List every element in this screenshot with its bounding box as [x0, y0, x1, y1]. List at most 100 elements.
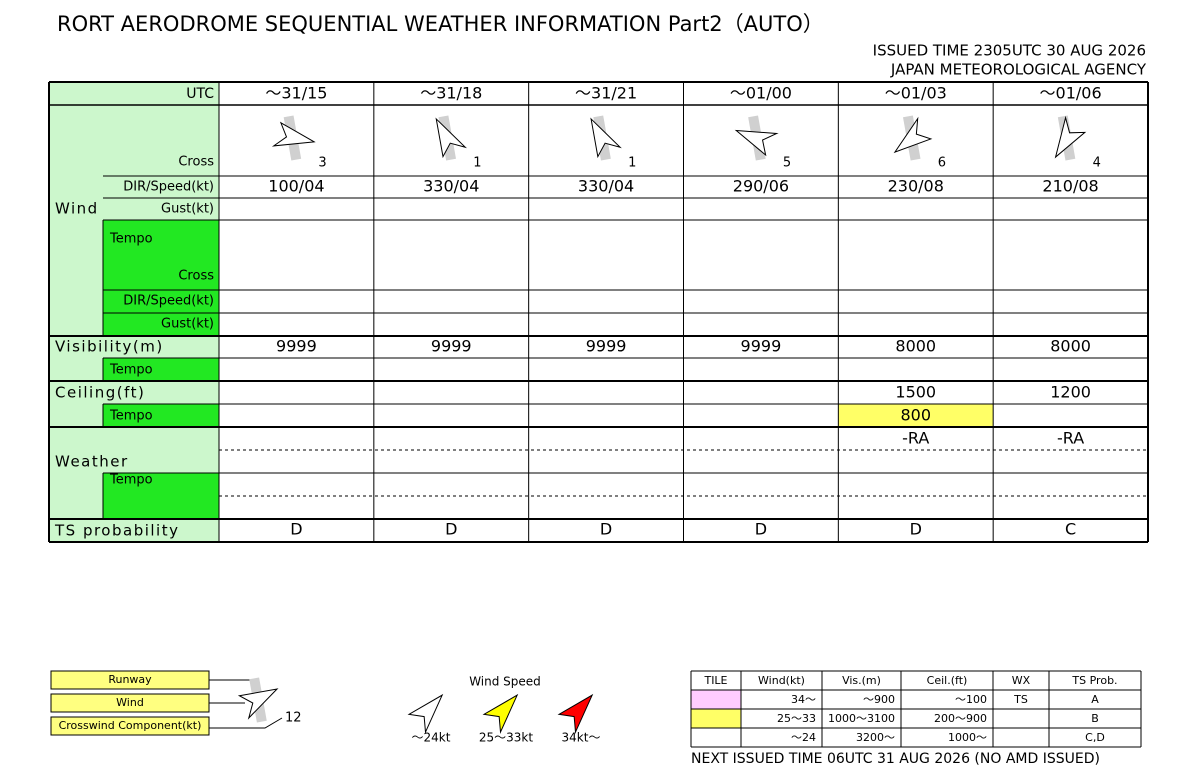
time-header: ～31/15	[265, 84, 327, 103]
tile-cell: 3200～	[856, 731, 895, 744]
weather-value: -RA	[902, 429, 929, 448]
cross-value: 1	[473, 156, 481, 171]
ts-value: D	[755, 520, 767, 539]
cross-value: 6	[938, 156, 946, 171]
row-label: Gust(kt)	[161, 202, 214, 217]
ts-value: D	[290, 520, 302, 539]
wind-value: 100/04	[268, 177, 324, 196]
wind-arrow	[1054, 115, 1087, 159]
row-label: Tempo	[109, 363, 153, 378]
wind-arrow	[435, 117, 467, 159]
ts-value: D	[910, 520, 922, 539]
visibility-value: 8000	[895, 337, 936, 356]
time-header: ～31/21	[575, 84, 637, 103]
tile-cell: 1000～3100	[828, 712, 895, 725]
time-header: ～01/00	[730, 84, 792, 103]
row-label: Tempo	[109, 232, 153, 247]
cross-value: 4	[1093, 156, 1101, 171]
tempo-bg	[103, 473, 219, 519]
cross-value: 3	[318, 156, 326, 171]
row-label: Tempo	[109, 473, 153, 488]
visibility-value: 8000	[1050, 337, 1091, 356]
issued-time: ISSUED TIME 2305UTC 30 AUG 2026	[873, 42, 1146, 60]
wind-arrow	[590, 117, 622, 159]
tempo-bg	[103, 358, 219, 381]
row-label: Cross	[178, 155, 214, 170]
tile-cell: C,D	[1085, 731, 1105, 744]
row-label: Ceiling(ft)	[55, 384, 145, 402]
visibility-value: 9999	[431, 337, 472, 356]
tile-header: WX	[1012, 674, 1031, 687]
time-header: ～01/06	[1040, 84, 1102, 103]
legend-label: Wind	[116, 696, 144, 709]
tile-header: Ceil.(ft)	[927, 674, 968, 687]
ts-value: D	[600, 520, 612, 539]
ceiling-value: 1200	[1050, 383, 1091, 402]
tile-color	[691, 690, 741, 709]
ts-value: C	[1065, 520, 1076, 539]
tile-cell: 200～900	[934, 712, 987, 725]
tile-header: TILE	[703, 674, 727, 687]
row-label: Cross	[178, 269, 214, 284]
wind-value: 230/08	[888, 177, 944, 196]
tile-cell: ～900	[863, 693, 895, 706]
tile-cell: ～24	[791, 731, 816, 744]
tile-cell: A	[1091, 693, 1099, 706]
tile-header: Wind(kt)	[758, 674, 805, 687]
speed-arrow	[557, 693, 594, 735]
label-bg	[49, 82, 219, 105]
row-label: DIR/Speed(kt)	[123, 180, 214, 195]
tempo-bg	[103, 404, 219, 427]
speed-arrow	[482, 693, 519, 735]
row-label: TS probability	[54, 522, 179, 540]
title: RORT AERODROME SEQUENTIAL WEATHER INFORM…	[57, 12, 824, 36]
ceiling-tempo-value: 800	[900, 406, 931, 425]
tile-cell: ～100	[955, 693, 987, 706]
speed-label: ～24kt	[412, 731, 451, 745]
cross-value: 5	[783, 156, 791, 171]
wind-arrow	[734, 129, 779, 157]
legend-box	[50, 716, 210, 736]
label-bg	[49, 519, 219, 542]
tile-header: Vis.(m)	[842, 674, 881, 687]
wind-arrow	[893, 116, 933, 154]
row-label: Gust(kt)	[161, 317, 214, 332]
tile-cell: 25～33	[777, 712, 816, 725]
tile-cell: 34～	[791, 693, 816, 706]
cross-value: 1	[628, 156, 636, 171]
legend-cross: 12	[285, 711, 302, 726]
legend-leader	[209, 717, 283, 729]
row-label: Wind	[55, 200, 99, 218]
tile-header: TS Prob.	[1071, 674, 1117, 687]
footer: NEXT ISSUED TIME 06UTC 31 AUG 2026 (NO A…	[691, 751, 1100, 767]
tile-color	[691, 709, 741, 728]
time-header: ～31/18	[420, 84, 482, 103]
tile-highlight	[838, 404, 994, 427]
wind-value: 210/08	[1042, 177, 1098, 196]
speed-label: 34kt～	[562, 731, 601, 745]
speed-arrow	[407, 693, 444, 735]
speed-label: 25～33kt	[479, 731, 533, 745]
tempo-bg	[103, 220, 219, 336]
visibility-value: 9999	[586, 337, 627, 356]
tile-cell: 1000～	[948, 731, 987, 744]
wind-value: 290/06	[733, 177, 789, 196]
row-label: Tempo	[109, 409, 153, 424]
visibility-value: 9999	[741, 337, 782, 356]
wind-value: 330/04	[423, 177, 479, 196]
agency: JAPAN METEOROLOGICAL AGENCY	[890, 61, 1147, 79]
ceiling-value: 1500	[895, 383, 936, 402]
visibility-value: 9999	[276, 337, 317, 356]
ts-value: D	[445, 520, 457, 539]
wind-value: 330/04	[578, 177, 634, 196]
row-label: Visibility(m)	[55, 338, 164, 356]
row-label: UTC	[186, 86, 214, 102]
row-label: Weather	[55, 453, 129, 471]
tile-cell: TS	[1013, 693, 1028, 706]
tile-cell: B	[1091, 712, 1099, 725]
wind-arrow	[271, 121, 316, 147]
row-label: DIR/Speed(kt)	[123, 294, 214, 309]
legend-label: Crosswind Component(kt)	[59, 719, 202, 732]
wind-arrow	[237, 688, 279, 720]
